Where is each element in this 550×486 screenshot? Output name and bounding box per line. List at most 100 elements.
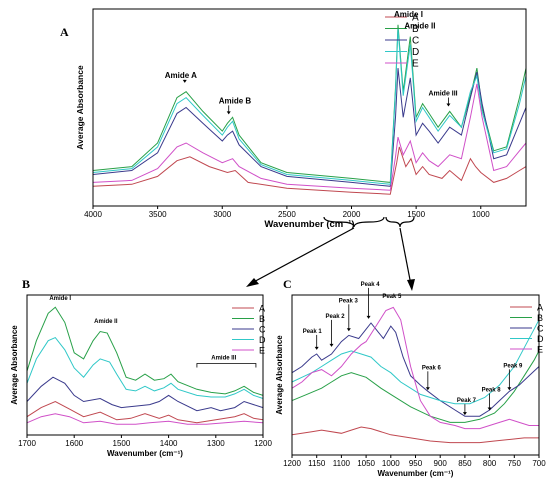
series-line-a [26, 400, 264, 424]
series-line-a [92, 146, 527, 195]
x-tick-label: 1100 [333, 459, 351, 468]
x-tick-label: 800 [483, 459, 497, 468]
x-tick-label: 1500 [113, 439, 131, 448]
annotation-label: Peak 2 [326, 314, 346, 320]
annotation-label: Peak 5 [382, 294, 402, 300]
annotation-label: Peak 7 [457, 398, 477, 404]
x-tick-label: 2500 [278, 210, 296, 219]
annotation-label: Peak 8 [482, 388, 502, 394]
annotation-arrowhead [366, 315, 371, 319]
annotation-label: Amide II [404, 22, 435, 31]
legend-label-c: C [537, 324, 544, 334]
annotation-label: Peak 4 [361, 282, 381, 288]
annotation-label: Amide II [94, 319, 118, 325]
legend-label-d: D [537, 334, 544, 344]
legend-label-d: D [412, 47, 419, 58]
legend-label-a: A [259, 304, 265, 314]
legend-label-b: B [412, 24, 419, 35]
annotation-label: Peak 9 [503, 363, 523, 369]
series-line-c [26, 376, 264, 412]
legend-label-c: C [412, 36, 419, 47]
x-tick-label: 750 [508, 459, 522, 468]
annotation-label: Amide I [49, 296, 71, 302]
legend-label-d: D [259, 335, 266, 345]
annotation-label: Peak 6 [422, 365, 442, 371]
arrowhead-b [246, 278, 259, 287]
x-axis-title: Wavenumber (cm⁻¹) [264, 219, 354, 230]
annotation-arrowhead [462, 412, 467, 416]
annotation-arrowhead [346, 328, 351, 332]
panel-a-chart: 4000 3500 3000 2500 2000 1500 1000 Wavenumber (… [75, 8, 527, 230]
x-tick-label: 1200 [283, 459, 301, 468]
series-line-b [26, 306, 264, 396]
arrowhead-c [407, 279, 415, 291]
series-line-b [291, 350, 540, 423]
annotation-label: Amide I [394, 10, 423, 19]
plot-frame [26, 294, 264, 436]
series-line-e [26, 413, 264, 425]
annotation-arrowhead [487, 407, 492, 411]
x-tick-label: 900 [434, 459, 448, 468]
x-tick-label: 2000 [343, 210, 361, 219]
x-tick-label: 1200 [254, 439, 272, 448]
legend-label-e: E [259, 346, 265, 356]
y-axis-title: Average Absorbance [75, 65, 85, 150]
annotation-label: Amide A [165, 71, 197, 80]
x-axis-title: Wavenumber (cm⁻¹) [107, 449, 183, 458]
zoom-connectors [249, 216, 415, 286]
annotation-bracket [196, 363, 257, 368]
panel-c-letter: C [283, 277, 292, 291]
arrow-to-panel-c [399, 227, 412, 286]
series-line-d [92, 28, 527, 185]
x-axis-title: Wavenumber (cm⁻¹) [378, 469, 454, 478]
legend-label-c: C [259, 325, 266, 335]
x-tick-label: 4000 [84, 210, 102, 219]
panel-c-chart: 1200 1150 1100 1050 1000 950 900 850 800 750 700 Wa… [275, 282, 546, 478]
annotation-label: Amide III [211, 355, 236, 361]
annotation-label: Peak 1 [303, 329, 323, 335]
panel-b-chart: 1700 1600 1500 1400 1300 1200 Wavenumber (cm⁻¹… [10, 294, 272, 458]
y-axis-title: Average Absorbance [275, 335, 284, 415]
legend-label-e: E [537, 345, 543, 355]
annotation-arrowhead [226, 111, 231, 115]
series-line-b [92, 24, 527, 183]
series-line-c [291, 322, 540, 417]
annotation-arrowhead [182, 79, 187, 83]
x-tick-label: 1050 [357, 459, 375, 468]
x-tick-label: 3000 [213, 210, 231, 219]
annotation-arrowhead [425, 387, 430, 391]
legend-label-b: B [537, 313, 543, 323]
x-tick-label: 1700 [18, 439, 36, 448]
series-line-e [291, 306, 539, 430]
series-line-d [291, 319, 540, 405]
panel-a-letter: A [60, 25, 69, 39]
annotation-arrowhead [507, 387, 512, 391]
x-tick-label: 1300 [207, 439, 225, 448]
zoom-arrowheads [246, 278, 415, 291]
x-tick-label: 1400 [160, 439, 178, 448]
legend-label-a: A [412, 13, 419, 24]
legend-label-b: B [259, 314, 265, 324]
annotation-label: Amide III [428, 91, 457, 98]
y-axis-title: Average Absorbance [10, 325, 19, 405]
plot-frame [92, 8, 527, 207]
annotation-label: Peak 3 [339, 298, 359, 304]
annotation-arrowhead [314, 346, 319, 350]
x-tick-label: 1000 [472, 210, 490, 219]
arrow-to-panel-b [249, 227, 355, 285]
x-tick-label: 950 [409, 459, 423, 468]
x-tick-label: 850 [458, 459, 472, 468]
annotation-arrowhead [329, 343, 334, 347]
annotation-arrowhead [446, 103, 451, 107]
bracket-amide-region [323, 216, 385, 228]
x-tick-label: 1500 [407, 210, 425, 219]
x-tick-label: 1600 [65, 439, 83, 448]
x-tick-label: 700 [532, 459, 546, 468]
x-tick-label: 1150 [308, 459, 326, 468]
x-tick-label: 3500 [149, 210, 167, 219]
x-tick-label: 1000 [382, 459, 400, 468]
series-line-a [291, 426, 539, 444]
bracket-fingerprint-region [385, 216, 415, 228]
series-line-e [92, 83, 527, 191]
